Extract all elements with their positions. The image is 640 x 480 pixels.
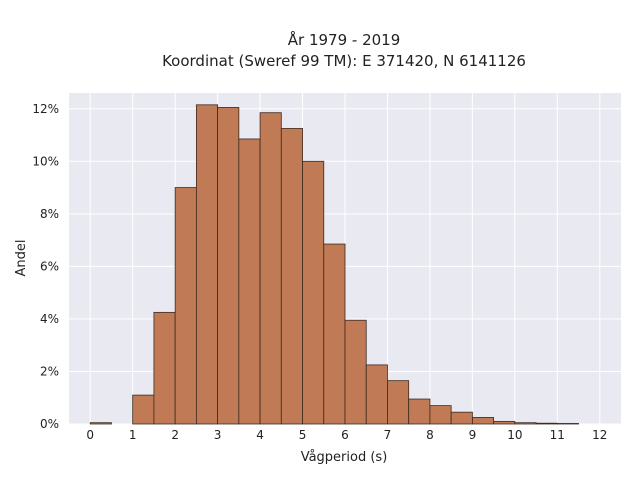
histogram-bar (174, 187, 197, 425)
y-tick-label: 12% (32, 102, 59, 116)
x-tick-label: 5 (299, 428, 307, 442)
histogram-bar (535, 422, 558, 425)
y-tick-label: 8% (40, 207, 59, 221)
x-tick-label: 0 (86, 428, 94, 442)
chart-subtitle: Koordinat (Sweref 99 TM): E 371420, N 61… (162, 52, 526, 70)
x-tick-label: 9 (469, 428, 477, 442)
histogram-bar (450, 411, 473, 425)
x-tick-label: 10 (507, 428, 522, 442)
histogram-bar (195, 104, 219, 425)
y-axis-ticks: 0% 2% 4% 6% 8% 10% 12% (32, 102, 59, 431)
histogram-bar (344, 319, 367, 425)
y-tick-label: 4% (40, 312, 59, 326)
histogram-bar (471, 417, 495, 425)
histogram-bar (408, 398, 431, 425)
histogram-bar (556, 423, 579, 425)
histogram-bar (365, 364, 388, 425)
histogram-bar (514, 422, 537, 425)
x-tick-label: 2 (171, 428, 179, 442)
x-axis-label: Vågperiod (s) (301, 450, 388, 465)
histogram-bar (280, 128, 303, 425)
histogram-bar (302, 160, 325, 425)
histogram-bar (153, 311, 176, 425)
y-axis-label: Andel (14, 240, 29, 277)
bars (89, 104, 579, 425)
histogram-bar (259, 112, 282, 425)
histogram-bar (89, 422, 112, 425)
x-tick-label: 1 (129, 428, 137, 442)
histogram-bar (429, 405, 452, 425)
histogram-bar (238, 138, 261, 425)
chart-title: År 1979 - 2019 (288, 30, 401, 49)
x-axis-ticks: 0 1 2 3 4 5 6 7 8 9 10 11 12 (86, 428, 607, 442)
y-tick-label: 2% (40, 364, 59, 378)
x-tick-label: 11 (550, 428, 565, 442)
y-tick-label: 0% (40, 417, 59, 431)
histogram-bar (132, 394, 155, 425)
histogram-bar (387, 380, 410, 425)
x-tick-label: 3 (214, 428, 222, 442)
histogram-bar (217, 107, 240, 425)
x-tick-label: 8 (426, 428, 434, 442)
x-tick-label: 7 (384, 428, 392, 442)
histogram-bar (493, 420, 516, 425)
x-tick-label: 12 (592, 428, 607, 442)
y-tick-label: 6% (40, 259, 59, 273)
histogram-bar (323, 243, 346, 425)
x-tick-label: 4 (256, 428, 264, 442)
x-tick-label: 6 (341, 428, 349, 442)
y-tick-label: 10% (32, 154, 59, 168)
